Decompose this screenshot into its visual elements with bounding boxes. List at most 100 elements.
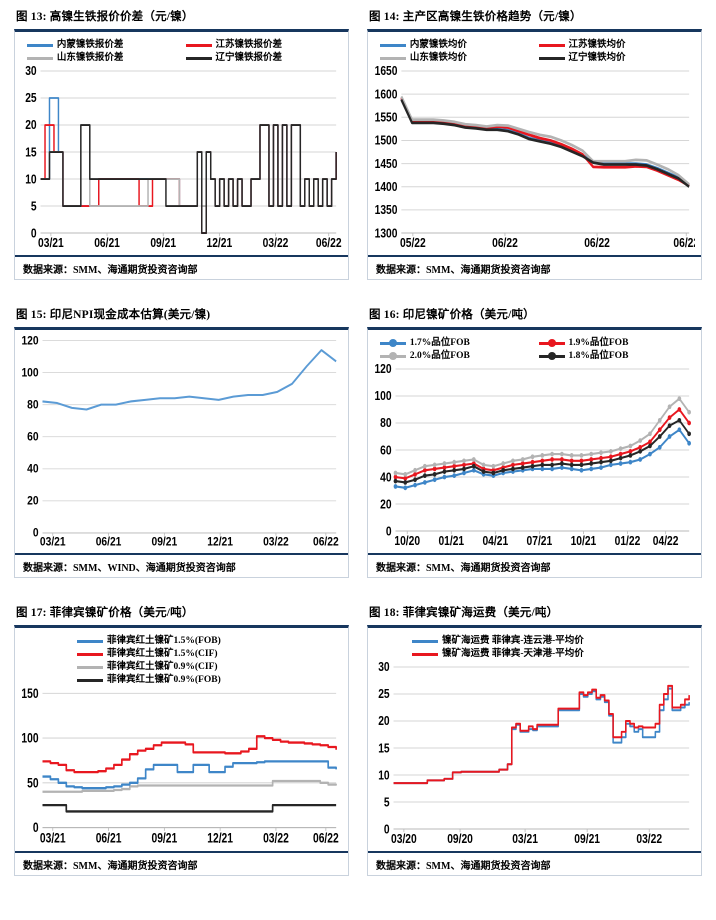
svg-text:20: 20 xyxy=(27,495,38,508)
svg-text:12/21: 12/21 xyxy=(207,236,233,250)
legend-item[interactable]: 镍矿海运费 菲律宾-天津港-平均价 xyxy=(412,648,584,660)
svg-text:03/22: 03/22 xyxy=(263,830,289,846)
legend-item[interactable]: 1.9%品位FOB xyxy=(538,337,688,349)
svg-text:06/22: 06/22 xyxy=(313,536,339,549)
legend-item[interactable]: 菲律宾红土镍矿1.5%(FOB) xyxy=(77,635,221,647)
plot-fig18: 0 5 10 15 20 25 30 03/20 09/20 03/21 09/21 03/22 xyxy=(372,662,695,849)
legend-item[interactable]: 1.8%品位FOB xyxy=(538,350,688,362)
svg-text:09/21: 09/21 xyxy=(152,536,178,549)
svg-text:0: 0 xyxy=(31,226,37,240)
svg-text:20: 20 xyxy=(378,714,390,728)
panel-body-fig14: 内蒙镍铁均价 江苏镍铁均价 山东镍铁均价 辽宁镍铁均价 1300 1350 1400… xyxy=(367,29,702,280)
chart-area-fig14: 内蒙镍铁均价 江苏镍铁均价 山东镍铁均价 辽宁镍铁均价 1300 1350 1400… xyxy=(368,32,701,255)
svg-text:06/21: 06/21 xyxy=(94,236,120,250)
plot-fig14: 1300 1350 1400 1450 1500 1550 1600 1650 05/22 06/… xyxy=(372,66,695,253)
svg-text:03/21: 03/21 xyxy=(512,832,538,846)
legend-item[interactable]: 辽宁镍铁报价差 xyxy=(185,52,335,64)
chart-area-fig18: 镍矿海运费 菲律宾-连云港-平均价 镍矿海运费 菲律宾-天津港-平均价 0 5 10… xyxy=(368,628,701,851)
chart-area-fig13: 内蒙镍铁报价差 江苏镍铁报价差 山东镍铁报价差 辽宁镍铁报价差 0 5 10 15 20… xyxy=(15,32,348,255)
legend-fig16: 1.7%品位FOB 1.9%品位FOB 2.0%品位FOB 1.8%品位FOB xyxy=(372,334,695,362)
plot-fig17: 0 50 100 150 03/21 06/21 09/21 12/21 03/22 06/22 xyxy=(19,688,342,849)
svg-text:25: 25 xyxy=(25,91,37,105)
svg-text:10: 10 xyxy=(25,172,37,186)
legend-label: 山东镍铁均价 xyxy=(409,53,467,63)
svg-text:10/21: 10/21 xyxy=(571,534,597,548)
figures-row-2: 图 15: 印尼NPI现金成本估算(美元/镍) 0 20 40 60 80 100 120 0… xyxy=(14,306,702,578)
svg-text:06/21: 06/21 xyxy=(96,536,122,549)
svg-text:0: 0 xyxy=(33,527,39,540)
legend-swatch-black xyxy=(538,56,565,60)
legend-swatch-blue xyxy=(412,639,438,643)
figures-row-1: 图 13: 高镍生铁报价价差（元/镍） 内蒙镍铁报价差 江苏镍铁报价差 山东镍铁… xyxy=(14,8,702,280)
legend-item[interactable]: 内蒙镍铁均价 xyxy=(379,39,529,51)
plot-fig15: 0 20 40 60 80 100 120 03/21 06/21 09/21 12/21 03/22… xyxy=(19,336,342,551)
svg-text:80: 80 xyxy=(27,399,38,412)
svg-text:09/21: 09/21 xyxy=(574,832,600,846)
source-note-fig18: 数据来源：SMM、海通期货投资咨询部 xyxy=(368,851,701,875)
svg-text:03/22: 03/22 xyxy=(263,536,289,549)
legend-swatch-blue xyxy=(379,43,406,47)
svg-text:30: 30 xyxy=(25,66,37,79)
legend-item[interactable]: 江苏镍铁均价 xyxy=(538,39,688,51)
legend-fig17: 菲律宾红土镍矿1.5%(FOB) 菲律宾红土镍矿1.5%(CIF) 菲律宾红土镍… xyxy=(19,632,342,686)
source-note-fig16: 数据来源：SMM、海通期货投资咨询部 xyxy=(368,553,701,577)
svg-text:06/22: 06/22 xyxy=(492,236,518,250)
legend-label: 2.0%品位FOB xyxy=(409,351,470,361)
svg-text:60: 60 xyxy=(27,431,38,444)
svg-text:03/20: 03/20 xyxy=(391,832,417,846)
svg-text:150: 150 xyxy=(21,688,38,701)
svg-text:1450: 1450 xyxy=(375,157,398,171)
legend-item[interactable]: 菲律宾红土镍矿1.5%(CIF) xyxy=(77,648,218,660)
plot-fig16: 0 20 40 60 80 100 120 10/20 01/21 04/21 07/21 10/21… xyxy=(372,364,695,551)
svg-text:120: 120 xyxy=(374,364,392,377)
legend-item[interactable]: 菲律宾红土镍矿0.9%(CIF) xyxy=(77,661,218,673)
svg-text:25: 25 xyxy=(378,687,390,701)
chart-area-fig15: 0 20 40 60 80 100 120 03/21 06/21 09/21 12/21 03/22… xyxy=(15,330,348,553)
svg-text:06/22: 06/22 xyxy=(673,236,695,250)
panel-title-fig14: 图 14: 主产区高镍生铁价格趋势（元/镍） xyxy=(369,11,582,23)
svg-text:1550: 1550 xyxy=(375,110,398,124)
legend-item[interactable]: 江苏镍铁报价差 xyxy=(185,39,335,51)
svg-text:12/21: 12/21 xyxy=(207,536,233,549)
legend-swatch-red xyxy=(538,43,565,47)
legend-label: 镍矿海运费 菲律宾-天津港-平均价 xyxy=(442,649,584,659)
legend-swatch-red xyxy=(185,43,212,47)
svg-text:15: 15 xyxy=(25,145,37,159)
svg-text:1300: 1300 xyxy=(375,226,398,240)
panel-fig16: 图 16: 印尼镍矿价格（美元/吨） 1.7%品位FOB 1.9%品位FOB 2… xyxy=(367,306,702,578)
legend-item[interactable]: 内蒙镍铁报价差 xyxy=(26,39,176,51)
legend-label: 1.8%品位FOB xyxy=(568,351,629,361)
legend-swatch-black xyxy=(185,56,212,60)
svg-text:04/21: 04/21 xyxy=(482,534,508,548)
legend-item[interactable]: 菲律宾红土镍矿0.9%(FOB) xyxy=(77,674,221,686)
svg-text:1650: 1650 xyxy=(375,66,398,79)
legend-item[interactable]: 1.7%品位FOB xyxy=(379,337,529,349)
legend-item[interactable]: 山东镍铁报价差 xyxy=(26,52,176,64)
legend-swatch-blue xyxy=(26,43,53,47)
legend-label: 辽宁镍铁报价差 xyxy=(215,53,283,63)
svg-text:0: 0 xyxy=(33,820,39,836)
panel-body-fig16: 1.7%品位FOB 1.9%品位FOB 2.0%品位FOB 1.8%品位FOB … xyxy=(367,327,702,578)
legend-swatch-blue xyxy=(379,338,406,347)
svg-text:09/21: 09/21 xyxy=(151,830,177,846)
source-note-fig15: 数据来源：SMM、WIND、海通期货投资咨询部 xyxy=(15,553,348,577)
legend-label: 菲律宾红土镍矿0.9%(CIF) xyxy=(107,662,218,672)
legend-swatch-gray xyxy=(77,665,103,669)
legend-label: 辽宁镍铁均价 xyxy=(568,53,626,63)
svg-text:06/22: 06/22 xyxy=(316,236,342,250)
legend-fig13: 内蒙镍铁报价差 江苏镍铁报价差 山东镍铁报价差 辽宁镍铁报价差 xyxy=(19,36,342,64)
legend-swatch-black xyxy=(538,351,565,360)
svg-text:10/20: 10/20 xyxy=(394,534,420,548)
legend-swatch-blue xyxy=(77,639,103,643)
svg-text:1500: 1500 xyxy=(375,134,398,148)
legend-item[interactable]: 镍矿海运费 菲律宾-连云港-平均价 xyxy=(412,635,584,647)
legend-label: 内蒙镍铁均价 xyxy=(409,40,467,50)
legend-item[interactable]: 山东镍铁均价 xyxy=(379,52,529,64)
legend-swatch-gray xyxy=(26,56,53,60)
legend-item[interactable]: 2.0%品位FOB xyxy=(379,350,529,362)
legend-item[interactable]: 辽宁镍铁均价 xyxy=(538,52,688,64)
svg-text:06/21: 06/21 xyxy=(96,830,122,846)
panel-title-fig16: 图 16: 印尼镍矿价格（美元/吨） xyxy=(369,309,535,321)
chart-area-fig17: 菲律宾红土镍矿1.5%(FOB) 菲律宾红土镍矿1.5%(CIF) 菲律宾红土镍… xyxy=(15,628,348,851)
svg-text:40: 40 xyxy=(27,463,38,476)
